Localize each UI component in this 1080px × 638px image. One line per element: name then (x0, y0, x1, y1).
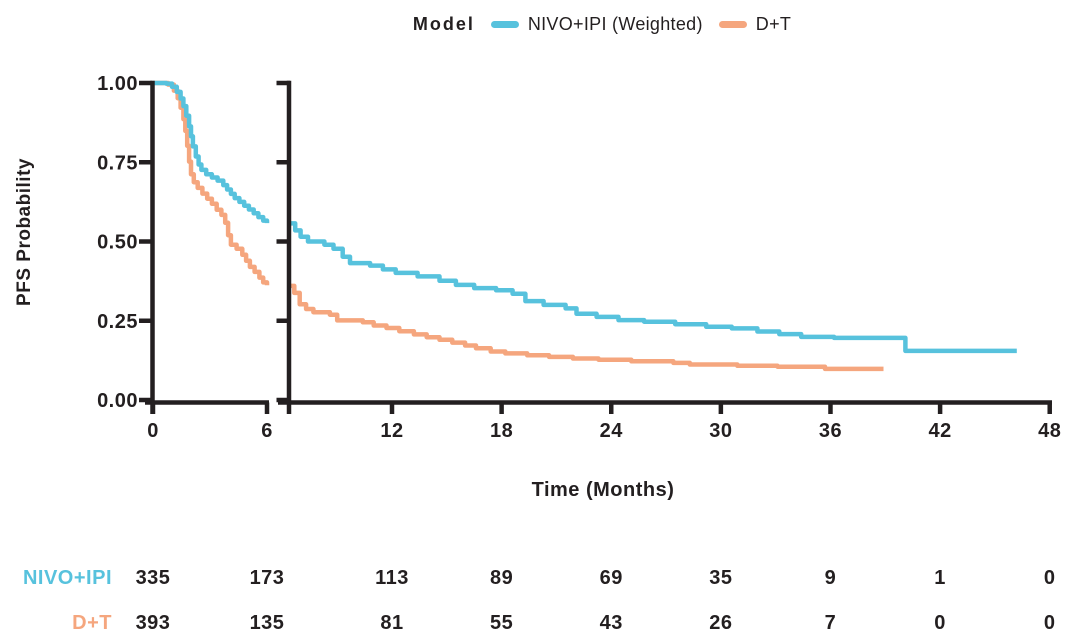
y-tick-label: 0.50 (97, 232, 138, 254)
risk-value: 0 (1043, 612, 1056, 634)
risk-value: 7 (824, 612, 837, 634)
legend-title: Model (412, 13, 475, 34)
x-tick-label: 0 (147, 420, 159, 442)
legend-label-dt: D+T (755, 13, 792, 34)
legend-swatch-nivo-ipi-icon (490, 20, 519, 28)
risk-value: 0 (934, 612, 946, 634)
x-tick-label: 42 (928, 420, 951, 442)
risk-row-label-nivo-ipi: NIVO+IPI (22, 567, 112, 589)
risk-value: 335 (135, 567, 171, 589)
x-tick-label: 18 (490, 420, 513, 442)
legend-label-nivo-ipi: NIVO+IPI (Weighted) (527, 13, 703, 34)
risk-value: 135 (249, 612, 285, 634)
risk-value: 393 (135, 612, 171, 634)
legend: Model NIVO+IPI (Weighted) D+T (152, 10, 1052, 38)
risk-value: 55 (489, 612, 514, 634)
risk-value: 113 (375, 567, 409, 589)
y-tick-label: 0.75 (97, 152, 138, 174)
risk-value: 9 (824, 567, 837, 589)
y-tick-label: 0.00 (97, 390, 138, 412)
risk-value: 43 (599, 612, 623, 634)
risk-value: 89 (489, 567, 514, 589)
plot-axes (139, 80, 1052, 414)
km-curve-dt-left (153, 80, 270, 286)
x-tick-label: 6 (261, 420, 273, 442)
x-tick-label: 30 (709, 420, 732, 442)
km-curve-nivo-ipi-right (289, 221, 1017, 354)
risk-value: 0 (1043, 567, 1056, 589)
risk-value: 26 (709, 612, 733, 634)
risk-value: 173 (249, 567, 285, 589)
risk-value: 1 (934, 567, 946, 589)
x-tick-label: 36 (819, 420, 842, 442)
risk-value: 81 (380, 612, 404, 634)
x-tick-label: 48 (1038, 420, 1061, 442)
km-plot: 1.00 0.75 0.50 0.25 0.00 0 6 12 18 24 30 36 42 48 PFS… (14, 73, 1061, 501)
risk-value: 69 (599, 567, 623, 589)
legend-swatch-dt-icon (718, 20, 747, 28)
risk-row-nivo-ipi: NIVO+IPI 335 173 113 89 69 35 9 1 0 (0, 564, 1080, 592)
x-tick-label: 12 (380, 420, 403, 442)
y-axis-label: PFS Probability (14, 158, 35, 306)
risk-row-dt: D+T 393 135 81 55 43 26 7 0 0 (0, 609, 1080, 637)
y-tick-label: 0.25 (97, 311, 138, 333)
x-axis-label: Time (Months) (532, 479, 675, 501)
legend-item-nivo-ipi: NIVO+IPI (Weighted) (490, 13, 703, 35)
risk-row-label-dt: D+T (72, 612, 112, 634)
km-curve-dt-right (289, 283, 884, 372)
y-tick-label: 1.00 (97, 73, 138, 95)
plot-tick-labels: 1.00 0.75 0.50 0.25 0.00 0 6 12 18 24 30 36 42 48 (97, 73, 1061, 442)
km-curve-nivo-ipi-left (153, 80, 270, 224)
legend-item-dt: D+T (718, 13, 792, 35)
km-curves (153, 80, 1017, 372)
risk-value: 35 (709, 567, 733, 589)
x-tick-label: 24 (600, 420, 624, 442)
